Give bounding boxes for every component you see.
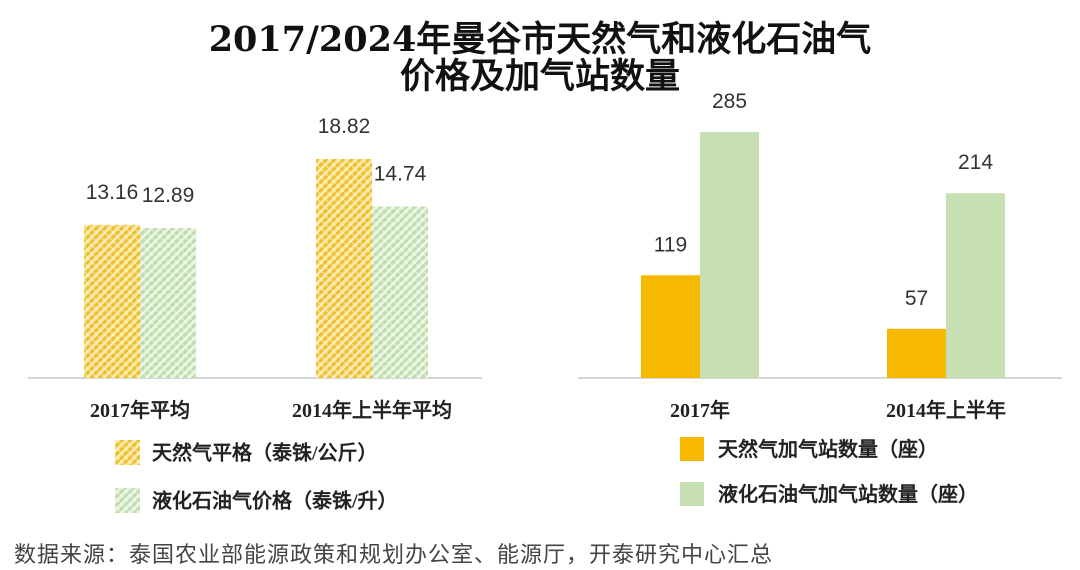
legend-label-natural-gas-price: 天然气平格（泰铢/公斤） xyxy=(152,441,378,465)
figure-title-line-1: 2017/2024年曼谷市天然气和液化石油气 xyxy=(209,19,872,60)
natural-gas-stations-bar-2014-h1 xyxy=(887,328,946,378)
lpg-price-value-label-2014-h1-avg: 14.74 xyxy=(374,162,427,185)
legend-swatch-natural-gas-price xyxy=(115,440,140,465)
lpg-stations-bar-2017 xyxy=(700,131,759,378)
legend-label-lpg-price: 液化石油气价格（泰铢/升） xyxy=(152,489,398,513)
lpg-price-bar-2014-h1-avg xyxy=(372,206,428,378)
category-label-2017: 2017年 xyxy=(670,398,730,422)
lpg-stations-value-label-2017: 285 xyxy=(712,90,747,113)
figure-title-line-2: 价格及加气站数量 xyxy=(400,56,680,97)
natural-gas-price-value-label-2017-avg: 13.16 xyxy=(86,181,139,204)
lpg-price-value-label-2017-avg: 12.89 xyxy=(142,184,195,207)
legend-swatch-lpg-price xyxy=(115,488,140,513)
lpg-stations-value-label-2014-h1: 214 xyxy=(958,151,993,174)
natural-gas-stations-value-label-2017: 119 xyxy=(654,233,687,256)
price-chart: 13.16 12.89 2017年平均 18.82 14.74 2014年上半年平均天然气… xyxy=(28,115,482,513)
natural-gas-stations-bar-2017 xyxy=(641,275,700,378)
natural-gas-price-bar-2017-avg xyxy=(84,224,140,378)
natural-gas-price-value-label-2014-h1-avg: 18.82 xyxy=(318,115,371,138)
natural-gas-stations-value-label-2014-h1: 57 xyxy=(905,287,928,310)
natural-gas-price-bar-2014-h1-avg xyxy=(316,159,372,378)
legend-swatch-lpg-stations xyxy=(680,482,704,506)
lpg-price-bar-2017-avg xyxy=(140,228,196,378)
category-label-2014-h1-avg: 2014年上半年平均 xyxy=(292,398,452,422)
category-label-2014-h1: 2014年上半年 xyxy=(886,398,1006,422)
category-label-2017-avg: 2017年平均 xyxy=(90,398,190,422)
lpg-stations-bar-2014-h1 xyxy=(946,193,1005,378)
source-note: 数据来源：泰国农业部能源政策和规划办公室、能源厅，开泰研究中心汇总 xyxy=(14,543,773,568)
legend-swatch-natural-gas-stations xyxy=(680,437,704,461)
legend-label-natural-gas-stations: 天然气加气站数量（座） xyxy=(718,437,938,461)
legend-label-lpg-stations: 液化石油气加气站数量（座） xyxy=(718,482,978,506)
